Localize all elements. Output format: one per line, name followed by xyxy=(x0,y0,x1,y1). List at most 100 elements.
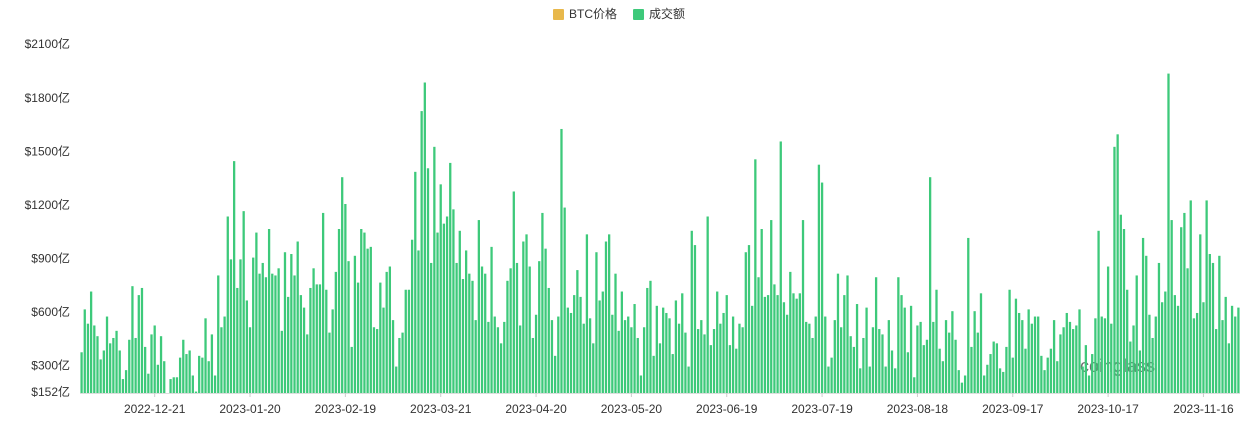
bar xyxy=(1075,325,1078,393)
bar xyxy=(687,366,690,393)
bar xyxy=(395,366,398,393)
bar xyxy=(681,293,684,393)
bar xyxy=(337,229,341,393)
bar xyxy=(140,287,144,393)
bar xyxy=(341,177,344,393)
bar xyxy=(217,275,220,393)
bar xyxy=(951,311,954,393)
legend-label[interactable]: BTC价格 xyxy=(569,6,617,21)
bar xyxy=(585,234,589,393)
bar xyxy=(668,318,671,393)
bar xyxy=(760,229,763,393)
x-tick-label: 2023-09-17 xyxy=(982,402,1044,416)
y-tick-label: $900亿 xyxy=(31,251,70,266)
bar xyxy=(1202,302,1205,393)
bar xyxy=(649,280,652,393)
legend-label[interactable]: 成交额 xyxy=(649,6,685,21)
bar xyxy=(271,273,274,393)
x-tick-label: 2023-05-20 xyxy=(601,402,663,416)
bar xyxy=(433,146,436,393)
bar xyxy=(1040,355,1043,393)
bar xyxy=(557,316,560,393)
bar xyxy=(410,239,414,393)
bar xyxy=(611,314,614,393)
bar xyxy=(414,171,417,393)
bar xyxy=(445,216,449,393)
bar xyxy=(207,361,210,393)
bar xyxy=(795,298,798,393)
bar xyxy=(709,345,712,393)
legend-swatch[interactable] xyxy=(633,9,645,20)
bar xyxy=(696,329,700,393)
bar xyxy=(922,345,925,393)
y-tick-label: $2100亿 xyxy=(25,36,70,51)
bar xyxy=(928,177,932,393)
bar xyxy=(808,323,811,393)
bar xyxy=(1094,318,1097,393)
bar xyxy=(1081,366,1084,393)
bar xyxy=(617,330,620,393)
bar xyxy=(1097,230,1100,393)
bar xyxy=(385,271,388,393)
bar xyxy=(455,262,458,393)
bar xyxy=(302,307,306,393)
bar xyxy=(986,364,989,393)
bar xyxy=(318,284,322,393)
bar xyxy=(1145,255,1148,393)
bar xyxy=(738,323,741,393)
bar xyxy=(646,287,649,393)
bar xyxy=(773,284,776,393)
bar xyxy=(321,212,325,393)
bar xyxy=(983,375,986,393)
bar xyxy=(833,320,836,393)
bar xyxy=(824,316,827,393)
bar xyxy=(178,357,182,393)
bar xyxy=(1037,316,1040,393)
bar xyxy=(255,232,258,393)
x-tick-label: 2023-11-16 xyxy=(1173,402,1234,416)
bar xyxy=(1078,309,1081,393)
bar xyxy=(998,368,1002,393)
bar xyxy=(1154,316,1157,393)
bar xyxy=(112,337,115,393)
bar xyxy=(1027,309,1030,393)
bar xyxy=(677,323,681,393)
bar xyxy=(1141,237,1145,393)
bar xyxy=(874,277,878,393)
y-tick-label: $1800亿 xyxy=(25,90,70,105)
bar xyxy=(941,361,944,393)
bar xyxy=(1157,262,1161,393)
bar xyxy=(1052,320,1056,393)
bar xyxy=(220,327,223,393)
bar xyxy=(789,271,792,393)
bar xyxy=(897,277,900,393)
bar xyxy=(906,352,910,393)
bar xyxy=(573,295,576,393)
bar xyxy=(242,211,245,393)
bar xyxy=(147,373,150,393)
bar xyxy=(881,334,884,393)
legend-swatch[interactable] xyxy=(553,9,564,20)
bar xyxy=(1199,234,1202,393)
bar xyxy=(1008,289,1011,393)
bar xyxy=(185,354,188,393)
bar xyxy=(175,377,179,393)
bar xyxy=(960,382,964,393)
bar xyxy=(525,234,528,393)
bar xyxy=(706,216,709,393)
bar xyxy=(283,252,287,393)
bar xyxy=(1218,255,1221,393)
bar xyxy=(182,339,185,393)
bar xyxy=(344,203,347,393)
bar xyxy=(264,277,268,393)
bar xyxy=(700,320,703,393)
bar xyxy=(522,241,525,393)
bar xyxy=(728,345,732,393)
bar xyxy=(407,289,411,393)
bar xyxy=(277,268,280,393)
bar xyxy=(1224,296,1227,393)
bar xyxy=(770,220,773,393)
bar xyxy=(430,262,433,393)
